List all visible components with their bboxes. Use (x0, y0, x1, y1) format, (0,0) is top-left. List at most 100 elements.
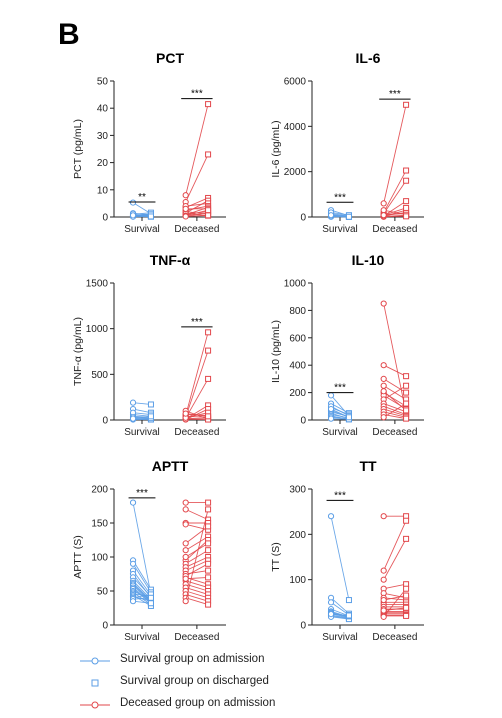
deceased-admission-point (183, 193, 188, 198)
deceased-pair-line (384, 584, 406, 589)
deceased-discharge-point (404, 390, 409, 395)
deceased-discharge-point (404, 199, 409, 204)
survival-discharge-point (346, 214, 351, 219)
significance-label: *** (334, 490, 346, 501)
deceased-admission-point (381, 208, 386, 213)
survival-admission-point (130, 400, 135, 405)
y-axis-label: TT (S) (270, 542, 282, 572)
deceased-pair-line (186, 591, 208, 598)
survival-admission-point (130, 500, 135, 505)
significance-label: *** (334, 383, 346, 394)
deceased-admission-point (381, 608, 386, 613)
significance-label: *** (334, 192, 346, 203)
deceased-discharge-point (206, 561, 211, 566)
significance-label: *** (191, 317, 203, 328)
survival-admission-point (328, 406, 333, 411)
deceased-pair-line (384, 105, 406, 204)
survival-discharge-point (148, 601, 153, 606)
y-tick-label: 20 (97, 158, 109, 169)
deceased-admission-point (381, 389, 386, 394)
deceased-admission-point (183, 507, 188, 512)
survival-discharge-point (148, 214, 153, 219)
y-axis-label: IL-10 (pg/mL) (270, 320, 282, 383)
survival-discharge-point (346, 598, 351, 603)
deceased-discharge-point (206, 102, 211, 107)
deceased-discharge-point (404, 593, 409, 598)
deceased-discharge-point (206, 208, 211, 213)
deceased-admission-point (183, 554, 188, 559)
deceased-admission-point (381, 568, 386, 573)
y-tick-label: 2000 (284, 167, 307, 178)
y-tick-label: 200 (91, 485, 108, 496)
deceased-discharge-point (206, 575, 211, 580)
significance-label: *** (191, 89, 203, 100)
deceased-discharge-point (404, 383, 409, 388)
y-tick-label: 0 (300, 213, 306, 224)
deceased-discharge-point (206, 524, 211, 529)
legend-symbol-icon (80, 698, 110, 712)
y-tick-label: 40 (97, 104, 109, 115)
deceased-pair-line (384, 365, 406, 376)
deceased-admission-point (381, 363, 386, 368)
deceased-discharge-point (404, 178, 409, 183)
x-tick-label: Survival (124, 224, 160, 235)
y-tick-label: 10 (97, 185, 109, 196)
deceased-admission-point (183, 522, 188, 527)
deceased-discharge-point (206, 414, 211, 419)
deceased-pair-line (186, 104, 208, 195)
deceased-pair-line (384, 593, 406, 598)
deceased-pair-line (186, 526, 208, 543)
deceased-admission-point (183, 214, 188, 219)
deceased-pair-line (384, 171, 406, 213)
survival-admission-point (130, 599, 135, 604)
deceased-discharge-point (404, 613, 409, 618)
deceased-admission-point (381, 415, 386, 420)
y-tick-label: 150 (91, 519, 108, 530)
x-tick-label: Deceased (174, 427, 219, 438)
y-tick-label: 1500 (86, 279, 109, 290)
deceased-pair-line (186, 332, 208, 415)
legend-label: Deceased group on admission (120, 697, 275, 709)
deceased-pair-line (186, 509, 208, 519)
survival-admission-point (328, 393, 333, 398)
significance-label: *** (389, 89, 401, 100)
survival-admission-point (130, 416, 135, 421)
legend-item: Deceased group on admission (80, 696, 380, 718)
y-tick-label: 0 (102, 213, 108, 224)
deceased-admission-point (381, 597, 386, 602)
deceased-admission-point (183, 576, 188, 581)
survival-admission-point (130, 213, 135, 218)
deceased-discharge-point (404, 518, 409, 523)
deceased-discharge-point (206, 541, 211, 546)
x-tick-label: Deceased (372, 224, 417, 235)
chart-title: APTT (152, 458, 189, 474)
y-tick-label: 50 (97, 587, 109, 598)
deceased-pair-line (186, 203, 208, 206)
chart-title: TT (359, 458, 377, 474)
legend-item: Survival group on discharged (80, 674, 380, 696)
survival-admission-point (328, 416, 333, 421)
chart-title: PCT (156, 50, 184, 66)
deceased-discharge-point (404, 605, 409, 610)
deceased-admission-point (183, 548, 188, 553)
x-tick-label: Survival (322, 224, 358, 235)
deceased-admission-point (381, 301, 386, 306)
deceased-discharge-point (206, 568, 211, 573)
survival-pair-line (331, 516, 349, 600)
deceased-discharge-point (206, 376, 211, 381)
deceased-admission-point (183, 411, 188, 416)
deceased-admission-point (381, 577, 386, 582)
deceased-pair-line (186, 594, 208, 601)
legend-label: Survival group on discharged (120, 675, 269, 687)
x-tick-label: Survival (322, 427, 358, 438)
y-tick-label: 30 (97, 131, 109, 142)
deceased-admission-point (381, 213, 386, 218)
y-axis-label: TNF-α (pg/mL) (72, 317, 84, 386)
deceased-admission-point (381, 383, 386, 388)
x-tick-label: Deceased (372, 632, 417, 643)
